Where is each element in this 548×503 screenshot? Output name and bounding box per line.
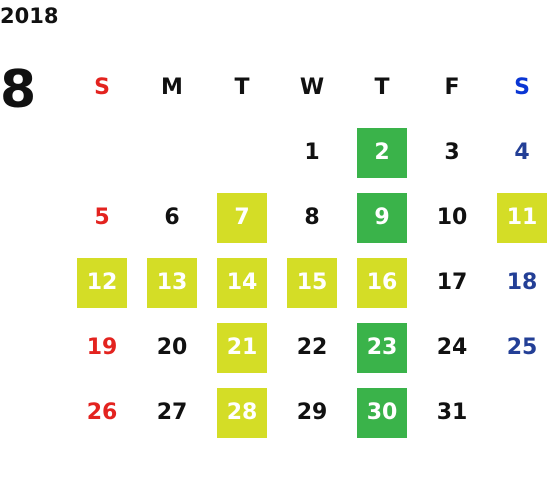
calendar-day-cell: 19 bbox=[67, 315, 137, 380]
calendar-day-29[interactable]: 29 bbox=[296, 400, 328, 425]
month-number: 8 bbox=[0, 60, 37, 120]
calendar-day-cell: 28 bbox=[207, 380, 277, 445]
calendar-day-cell: 12 bbox=[67, 250, 137, 315]
calendar-day-2[interactable]: 2 bbox=[357, 127, 407, 178]
calendar-day-11[interactable]: 11 bbox=[497, 192, 547, 243]
calendar-day-cell: 20 bbox=[137, 315, 207, 380]
calendar-day-27[interactable]: 27 bbox=[156, 400, 188, 425]
calendar-day-cell: 17 bbox=[417, 250, 487, 315]
weekday-header-sun: S bbox=[94, 75, 110, 100]
calendar-day-22[interactable]: 22 bbox=[296, 335, 328, 360]
calendar-day-8[interactable]: 8 bbox=[304, 205, 320, 230]
calendar-day-cell: 31 bbox=[417, 380, 487, 445]
calendar-day-14[interactable]: 14 bbox=[217, 257, 267, 308]
calendar-day-cell: 1 bbox=[277, 120, 347, 185]
calendar-day-cell: 14 bbox=[207, 250, 277, 315]
calendar-day-cell: 21 bbox=[207, 315, 277, 380]
calendar-day-cell: 13 bbox=[137, 250, 207, 315]
weekday-header-sat: S bbox=[514, 75, 530, 100]
calendar-day-30[interactable]: 30 bbox=[357, 387, 407, 438]
calendar-day-cell: 27 bbox=[137, 380, 207, 445]
calendar-day-20[interactable]: 20 bbox=[156, 335, 188, 360]
calendar-day-cell: 11 bbox=[487, 185, 548, 250]
calendar-day-cell: 10 bbox=[417, 185, 487, 250]
calendar-grid: S M T W T F S 1 2 3 4 5 6 7 8 9 10 11 12 13 14 15 16 17 1… bbox=[67, 55, 548, 445]
calendar-day-3[interactable]: 3 bbox=[444, 140, 460, 165]
calendar-day-19[interactable]: 19 bbox=[86, 335, 118, 360]
weekday-header-thu: T bbox=[374, 75, 390, 100]
weekday-header-tue: T bbox=[234, 75, 250, 100]
empty-day-cell bbox=[487, 380, 548, 445]
weekday-header-mon: M bbox=[161, 75, 183, 100]
calendar-day-18[interactable]: 18 bbox=[506, 270, 538, 295]
calendar-day-6[interactable]: 6 bbox=[164, 205, 180, 230]
calendar-day-cell: 24 bbox=[417, 315, 487, 380]
calendar-day-13[interactable]: 13 bbox=[147, 257, 197, 308]
calendar-day-7[interactable]: 7 bbox=[217, 192, 267, 243]
calendar-day-23[interactable]: 23 bbox=[357, 322, 407, 373]
calendar-day-10[interactable]: 10 bbox=[436, 205, 468, 230]
calendar-day-4[interactable]: 4 bbox=[514, 140, 530, 165]
calendar-day-24[interactable]: 24 bbox=[436, 335, 468, 360]
calendar-day-cell: 25 bbox=[487, 315, 548, 380]
calendar-day-cell: 4 bbox=[487, 120, 548, 185]
calendar-day-cell: 3 bbox=[417, 120, 487, 185]
calendar-day-cell: 22 bbox=[277, 315, 347, 380]
empty-day-cell bbox=[207, 120, 277, 185]
calendar-day-15[interactable]: 15 bbox=[287, 257, 337, 308]
calendar-day-cell: 16 bbox=[347, 250, 417, 315]
calendar-day-1[interactable]: 1 bbox=[304, 140, 320, 165]
calendar-day-31[interactable]: 31 bbox=[436, 400, 468, 425]
calendar-day-17[interactable]: 17 bbox=[436, 270, 468, 295]
calendar-day-cell: 18 bbox=[487, 250, 548, 315]
calendar-day-12[interactable]: 12 bbox=[77, 257, 127, 308]
calendar-day-cell: 26 bbox=[67, 380, 137, 445]
calendar-day-25[interactable]: 25 bbox=[506, 335, 538, 360]
calendar-day-cell: 15 bbox=[277, 250, 347, 315]
calendar-day-cell: 8 bbox=[277, 185, 347, 250]
calendar-day-cell: 6 bbox=[137, 185, 207, 250]
calendar-day-cell: 23 bbox=[347, 315, 417, 380]
year-label: 2018 bbox=[0, 4, 59, 28]
calendar-day-5[interactable]: 5 bbox=[94, 205, 110, 230]
calendar-day-21[interactable]: 21 bbox=[217, 322, 267, 373]
weekday-header-fri: F bbox=[444, 75, 460, 100]
empty-day-cell bbox=[137, 120, 207, 185]
calendar-day-26[interactable]: 26 bbox=[86, 400, 118, 425]
empty-day-cell bbox=[67, 120, 137, 185]
calendar-day-cell: 30 bbox=[347, 380, 417, 445]
calendar-day-cell: 9 bbox=[347, 185, 417, 250]
calendar-day-16[interactable]: 16 bbox=[357, 257, 407, 308]
calendar-day-cell: 7 bbox=[207, 185, 277, 250]
calendar-day-cell: 2 bbox=[347, 120, 417, 185]
calendar-day-28[interactable]: 28 bbox=[217, 387, 267, 438]
calendar-day-9[interactable]: 9 bbox=[357, 192, 407, 243]
calendar-day-cell: 5 bbox=[67, 185, 137, 250]
calendar-day-cell: 29 bbox=[277, 380, 347, 445]
weekday-header-wed: W bbox=[299, 75, 325, 100]
